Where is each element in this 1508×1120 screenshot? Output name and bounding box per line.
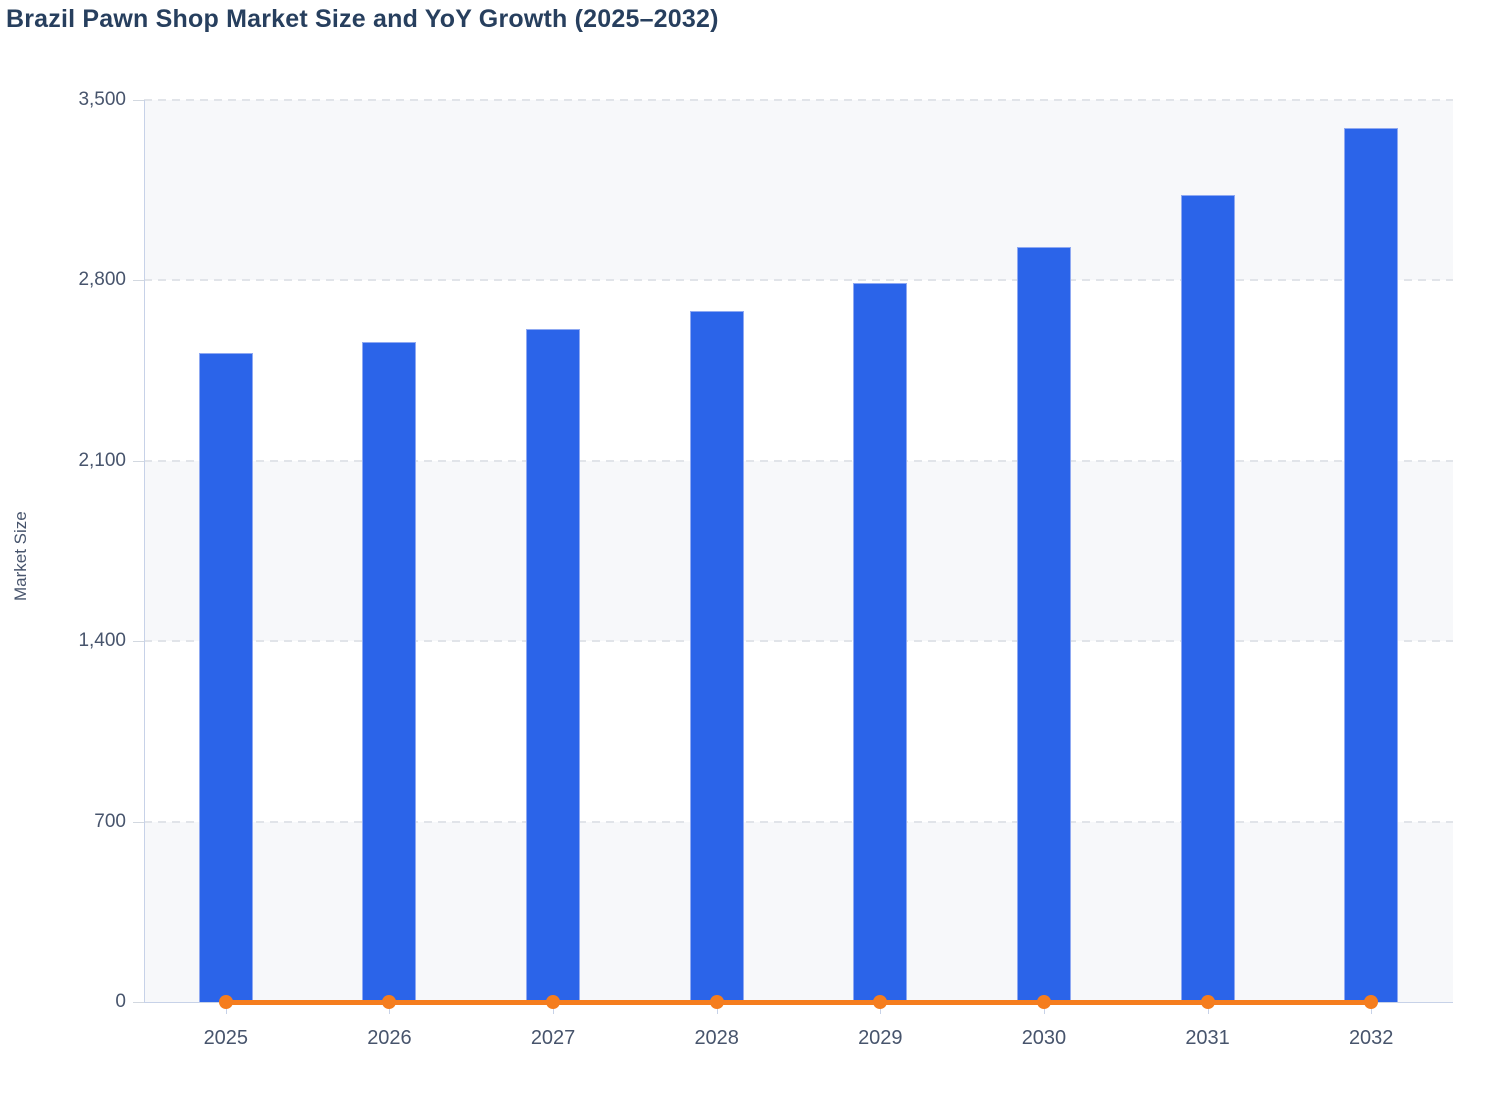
gridline [144, 640, 1453, 643]
y-axis-tick [133, 100, 144, 101]
yoy-marker-2025[interactable] [218, 995, 233, 1009]
bar-2027[interactable] [526, 329, 581, 1002]
y-axis-tick [133, 641, 144, 643]
chart-title: Brazil Pawn Shop Market Size and YoY Gro… [6, 5, 719, 33]
x-axis-label-2025: 2025 [203, 1027, 249, 1049]
y-axis-label: 1,400 [78, 630, 126, 652]
x-axis-label-2029: 2029 [858, 1027, 903, 1049]
y-axis-label: 3,500 [78, 89, 126, 110]
bar-2028[interactable] [689, 311, 744, 1002]
plot-band [144, 460, 1453, 642]
yoy-marker-2026[interactable] [382, 995, 397, 1009]
x-axis-label-2027: 2027 [530, 1027, 576, 1049]
x-axis-label-2028: 2028 [694, 1027, 739, 1049]
yoy-growth-line [225, 999, 1372, 1005]
x-axis-label-2032: 2032 [1348, 1027, 1394, 1049]
bar-2030[interactable] [1016, 246, 1071, 1002]
yoy-marker-2027[interactable] [546, 995, 561, 1009]
gridline [144, 820, 1453, 823]
y-axis-tick [133, 821, 144, 823]
y-axis-label: 2,100 [78, 449, 126, 471]
x-axis-label-2026: 2026 [367, 1027, 412, 1049]
y-axis-line [144, 100, 145, 1003]
y-axis-label: 2,800 [78, 269, 126, 291]
bar-2032[interactable] [1344, 128, 1399, 1002]
yoy-marker-2029[interactable] [873, 995, 888, 1009]
gridline [144, 99, 1453, 101]
yoy-marker-2028[interactable] [709, 995, 724, 1009]
gridline [144, 459, 1453, 462]
yoy-marker-2032[interactable] [1364, 995, 1379, 1009]
y-axis-tick [133, 460, 144, 462]
yoy-marker-2030[interactable] [1036, 995, 1051, 1009]
bar-2029[interactable] [853, 282, 908, 1002]
x-axis-label-2030: 2030 [1021, 1027, 1067, 1049]
bar-2031[interactable] [1180, 195, 1235, 1002]
plot-band [144, 821, 1453, 1002]
x-axis-label-2031: 2031 [1185, 1027, 1230, 1049]
bar-2025[interactable] [198, 352, 253, 1002]
y-axis-tick [133, 1002, 144, 1003]
plot-band [144, 100, 1453, 281]
gridline [144, 279, 1453, 282]
y-axis-title: Market Size [11, 511, 30, 601]
yoy-marker-2031[interactable] [1200, 995, 1215, 1009]
y-axis-tick [133, 280, 144, 282]
y-axis-label: 700 [94, 810, 126, 832]
bar-2026[interactable] [362, 342, 417, 1002]
y-axis-label: 0 [115, 991, 126, 1012]
